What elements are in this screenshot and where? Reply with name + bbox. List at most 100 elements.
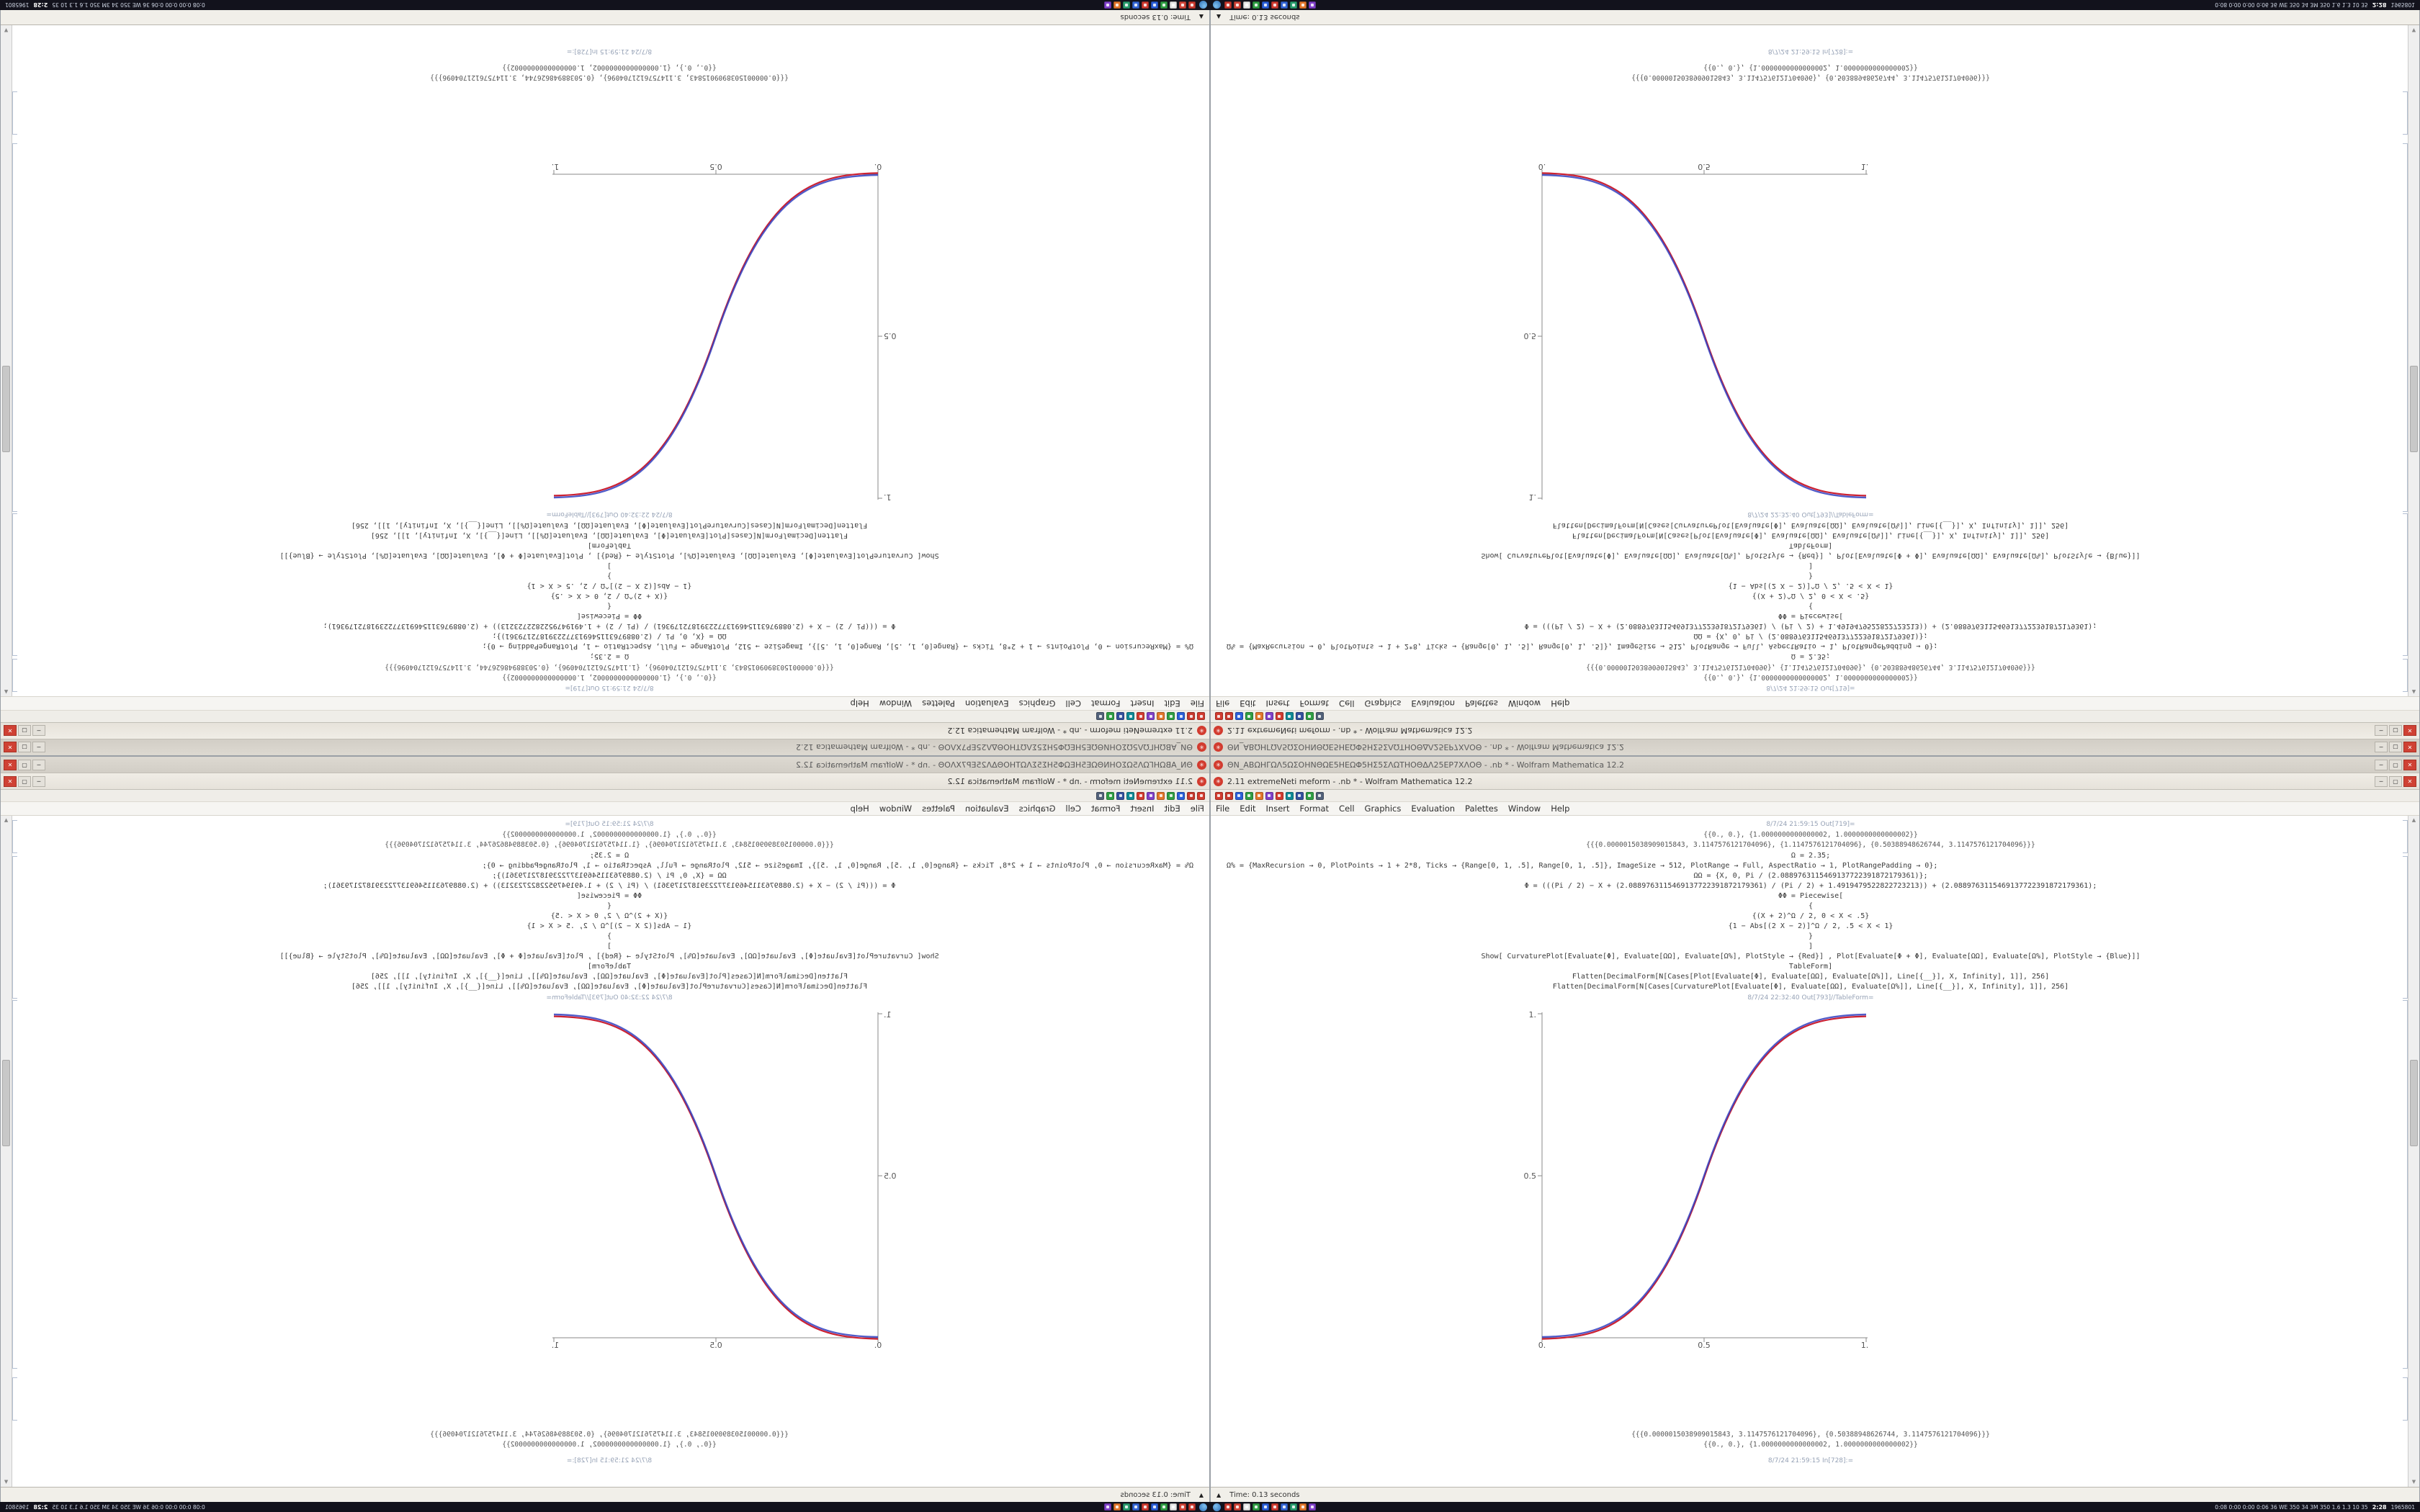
code-line[interactable]: } (1808, 572, 1814, 580)
cell-bracket[interactable] (12, 1377, 17, 1421)
taskbar-app-blue2-icon[interactable] (1132, 1, 1139, 9)
code-line[interactable]: { (1808, 602, 1814, 610)
palette-blue-icon[interactable] (1235, 791, 1243, 800)
taskbar-app-teal-icon[interactable] (1123, 1503, 1130, 1511)
code-line[interactable]: Ω% = {MaxRecursion → 0, PlotPoints → 1 +… (482, 642, 1193, 650)
menu-cell[interactable]: Cell (1065, 804, 1081, 814)
status-triangle-icon[interactable]: ▲ (1198, 14, 1204, 21)
palette-teal-icon[interactable] (1286, 712, 1294, 721)
cell-bracket[interactable] (2403, 513, 2408, 656)
taskbar-app-blue2-icon[interactable] (1281, 1503, 1288, 1511)
taskbar-app-gray-icon[interactable] (1243, 1, 1250, 9)
code-line[interactable]: Ω = 2.35; (589, 852, 629, 860)
palette-orange-icon[interactable] (1157, 712, 1165, 721)
code-line[interactable]: ] (1808, 942, 1814, 950)
kernel-abort2-icon[interactable] (1225, 712, 1233, 721)
palette-red-icon[interactable] (1276, 791, 1283, 800)
scrollbar-track[interactable] (1, 35, 12, 687)
close-button[interactable]: ✕ (4, 775, 17, 787)
taskbar-app-green-icon[interactable] (1160, 1503, 1168, 1511)
menu-window[interactable]: Window (879, 698, 913, 708)
code-line[interactable]: Flatten[DecimalForm[N[Cases[Plot[Evaluat… (370, 973, 848, 981)
menu-edit[interactable]: Edit (1164, 804, 1180, 814)
palette-red-icon[interactable] (1137, 712, 1144, 721)
cell-bracket[interactable] (2403, 91, 2408, 135)
taskbar-app-teal-icon[interactable] (1123, 1, 1130, 9)
code-line[interactable]: Show[ CurvaturePlot[Evaluate[Φ], Evaluat… (1481, 552, 2141, 559)
menu-palettes[interactable]: Palettes (922, 698, 955, 708)
menu-graphics[interactable]: Graphics (1018, 804, 1056, 814)
palette-green2-icon[interactable] (1106, 791, 1114, 800)
taskbar-app-green-icon[interactable] (1252, 1, 1260, 9)
menu-insert[interactable]: Insert (1130, 804, 1155, 814)
status-triangle-icon[interactable]: ▲ (1216, 14, 1222, 21)
tray-clock[interactable]: 2:28 (33, 1, 48, 9)
code-line[interactable]: Ω% = {MaxRecursion → 0, PlotPoints → 1 +… (482, 862, 1193, 870)
menu-window[interactable]: Window (1507, 698, 1541, 708)
palette-orange-icon[interactable] (1255, 712, 1263, 721)
scrollbar-track[interactable] (2408, 35, 2419, 687)
close-button[interactable]: ✕ (2403, 742, 2416, 753)
taskbar-app-crimson-icon[interactable] (1234, 1, 1241, 9)
palette-orange-icon[interactable] (1157, 791, 1165, 800)
minimize-button[interactable]: ─ (32, 759, 45, 770)
kernel-abort-icon[interactable] (1215, 791, 1223, 800)
menu-help[interactable]: Help (1551, 804, 1570, 814)
menu-evaluation[interactable]: Evaluation (1411, 804, 1456, 814)
taskbar-app-teal-icon[interactable] (1290, 1503, 1297, 1511)
menu-help[interactable]: Help (1551, 698, 1570, 708)
code-line[interactable]: ] (606, 562, 612, 570)
menu-format[interactable]: Format (1090, 698, 1121, 708)
code-line[interactable]: ΦΦ = Piecewise[ (576, 612, 642, 620)
code-line[interactable]: Flatten[DecimalForm[N[Cases[CurvaturePlo… (351, 983, 868, 991)
cell-bracket[interactable] (12, 820, 17, 853)
code-line[interactable]: TableForm] (1788, 963, 1833, 971)
menu-help[interactable]: Help (850, 698, 869, 708)
scroll-down-icon[interactable]: ▼ (4, 1479, 9, 1485)
palette-purple-icon[interactable] (1265, 712, 1273, 721)
close-button[interactable]: ✕ (4, 742, 17, 753)
cell-bracket[interactable] (2403, 659, 2408, 692)
vertical-scrollbar[interactable]: ▲ ▼ (1, 816, 12, 1487)
scrollbar-thumb[interactable] (2, 1060, 10, 1146)
palette-navy-icon[interactable] (1116, 712, 1124, 721)
palette-red-icon[interactable] (1276, 712, 1283, 721)
menu-insert[interactable]: Insert (1265, 698, 1290, 708)
code-line[interactable]: Flatten[DecimalForm[N[Cases[Plot[Evaluat… (1572, 973, 2050, 981)
cell-bracket[interactable] (12, 1000, 17, 1369)
menu-cell[interactable]: Cell (1339, 698, 1355, 708)
code-line[interactable]: Flatten[DecimalForm[N[Cases[CurvaturePlo… (1552, 521, 2069, 529)
cell-bracket[interactable] (12, 143, 17, 512)
code-line[interactable]: {1 − Abs[(2 X − 2)]^Ω / 2, .5 < X < 1} (526, 922, 692, 930)
minimize-button[interactable]: ─ (2375, 742, 2388, 753)
menu-window[interactable]: Window (879, 804, 913, 814)
vertical-scrollbar[interactable]: ▲ ▼ (2408, 25, 2419, 696)
taskbar-app-blue2-icon[interactable] (1132, 1503, 1139, 1511)
menu-cell[interactable]: Cell (1065, 698, 1081, 708)
palette-green2-icon[interactable] (1106, 712, 1114, 721)
kernel-abort2-icon[interactable] (1187, 791, 1195, 800)
code-line[interactable]: TableForm] (587, 541, 632, 549)
scrollbar-thumb[interactable] (2, 366, 10, 452)
scroll-up-icon[interactable]: ▲ (2411, 817, 2416, 823)
scrollbar-track[interactable] (1, 825, 12, 1477)
palette-teal-icon[interactable] (1126, 791, 1134, 800)
close-button[interactable]: ✕ (2403, 759, 2416, 770)
code-line[interactable]: ΩΩ = {X, 0, Pi / (2.08897631154691377223… (1693, 872, 1928, 880)
cell-bracket[interactable] (2403, 1000, 2408, 1369)
menu-window[interactable]: Window (1507, 804, 1541, 814)
title-bar-back[interactable]: ✳ ΘΝ_ΑΒΩΗΓΩΛ5ΩΣΟΗΝΘΩΕ5ΗΕΩΦ5ΗΣ5ΣΛΩΤΗΟΘΔΛ2… (1, 757, 1209, 773)
code-line[interactable]: Ω = 2.35; (1791, 652, 1831, 660)
palette-teal-icon[interactable] (1286, 791, 1294, 800)
scroll-down-icon[interactable]: ▼ (2411, 1479, 2416, 1485)
scrollbar-thumb[interactable] (2410, 366, 2418, 452)
code-line[interactable]: Ω% = {MaxRecursion → 0, PlotPoints → 1 +… (1227, 862, 1938, 870)
palette-green2-icon[interactable] (1306, 712, 1314, 721)
kernel-abort-icon[interactable] (1215, 712, 1223, 721)
code-line[interactable]: {1 − Abs[(2 X − 2)]^Ω / 2, .5 < X < 1} (1728, 582, 1894, 590)
code-line[interactable]: } (1808, 932, 1814, 940)
palette-green-icon[interactable] (1245, 712, 1253, 721)
code-line[interactable]: {(X + 2)^Ω / 2, 0 < X < .5} (1752, 592, 1870, 600)
maximize-button[interactable]: ▢ (18, 725, 31, 737)
maximize-button[interactable]: ▢ (18, 742, 31, 753)
